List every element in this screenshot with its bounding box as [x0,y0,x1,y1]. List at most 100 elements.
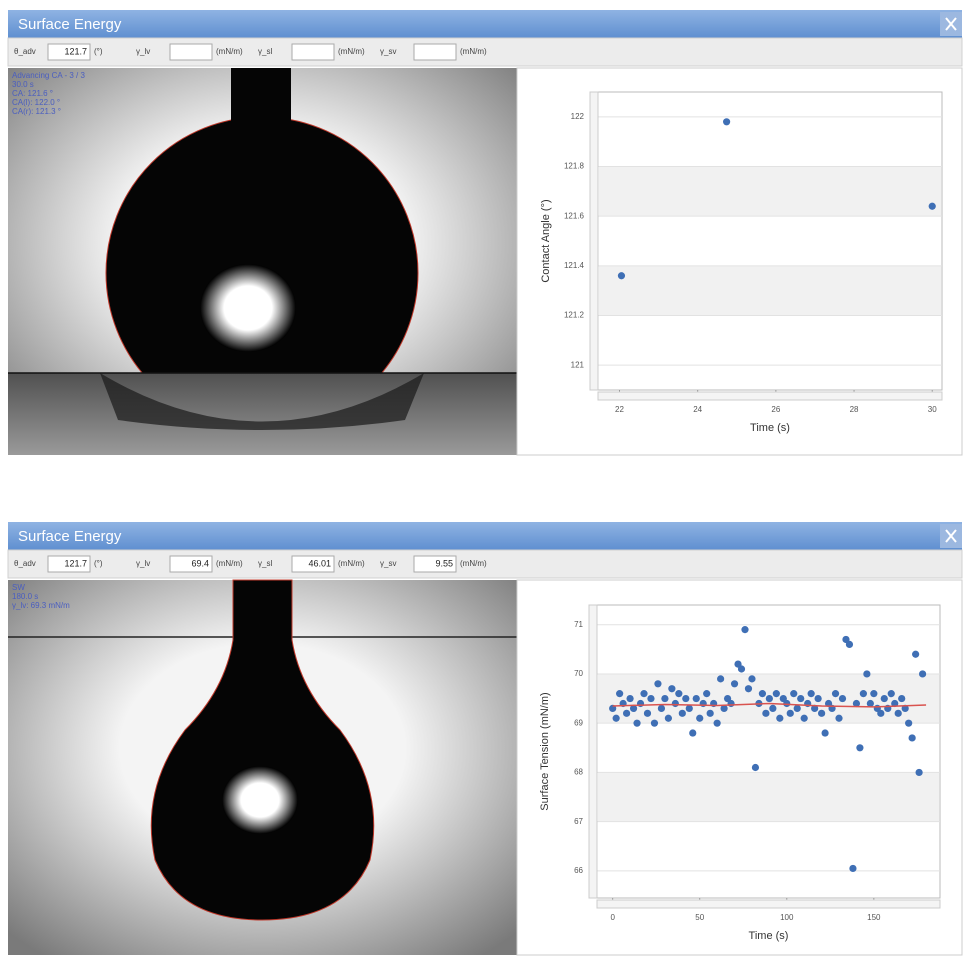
field-input[interactable] [170,44,212,60]
pendant-drop-image [8,580,517,955]
overlay-text: CA(l): 122.0 ° [12,98,60,107]
data-point [682,695,689,702]
data-point [773,690,780,697]
field-label: θ_adv [14,47,36,56]
plot-area [598,92,942,390]
data-point [700,700,707,707]
x-tick-label: 150 [867,913,881,922]
data-point [849,865,856,872]
data-point [881,695,888,702]
data-point [623,710,630,717]
field-value: 9.55 [435,558,453,568]
data-point [626,695,633,702]
field-label: γ_sv [380,47,396,56]
data-point [808,690,815,697]
data-point [888,690,895,697]
y-tick-label: 67 [574,817,583,826]
field-unit: (°) [94,559,103,568]
data-point [867,700,874,707]
y-axis-label: Surface Tension (mN/m) [539,692,551,810]
data-point [647,695,654,702]
page: {"windows": [ {"title": "Surface Energy"… [0,0,966,959]
window-title: Surface Energy [18,528,122,545]
x-axis-label: Time (s) [750,422,790,434]
field-unit: (mN/m) [338,47,365,56]
y-tick-label: 70 [574,669,583,678]
x-scrollbar[interactable] [598,392,942,400]
x-tick-label: 100 [780,913,794,922]
data-point [759,690,766,697]
overlay-text: 180.0 s [12,592,38,601]
field-unit: (mN/m) [216,559,243,568]
overlay-text: γ_lv: 69.3 mN/m [12,601,70,610]
data-point [912,651,919,658]
field-label: γ_lv [136,559,150,568]
droplet-image [8,60,517,455]
field-unit: (°) [94,47,103,56]
data-point [860,690,867,697]
data-point [633,720,640,727]
data-point [870,690,877,697]
data-point [707,710,714,717]
y-tick-label: 66 [574,866,583,875]
field-input[interactable] [292,44,334,60]
data-point [929,203,936,210]
data-point [640,690,647,697]
overlay-text: CA: 121.6 ° [12,89,53,98]
field-unit: (mN/m) [460,47,487,56]
data-point [787,710,794,717]
data-point [693,695,700,702]
data-point [714,720,721,727]
data-point [905,720,912,727]
data-point [727,700,734,707]
y-tick-label: 121.6 [564,211,585,220]
data-point [846,641,853,648]
y-scrollbar[interactable] [589,605,597,898]
data-point [815,695,822,702]
data-point [644,710,651,717]
data-point [898,695,905,702]
field-label: γ_lv [136,47,150,56]
overlay-text: 30.0 s [12,80,34,89]
y-scrollbar[interactable] [590,92,598,390]
data-point [766,695,773,702]
x-tick-label: 22 [615,405,624,414]
y-tick-label: 121.8 [564,162,585,171]
x-scrollbar[interactable] [597,900,940,908]
overlay-text: Advancing CA - 3 / 3 [12,71,85,80]
data-point [703,690,710,697]
title-bar [8,10,962,38]
data-point [769,705,776,712]
field-input[interactable] [414,44,456,60]
field-value: 46.01 [308,558,331,568]
field-unit: (mN/m) [216,47,243,56]
field-value: 121.7 [64,46,87,56]
x-axis-label: Time (s) [749,930,789,942]
field-value: 69.4 [191,558,209,568]
screenshot: Surface Energy θ_adv 121.7 (°) γ_lv (mN/m) γ_s… [0,0,966,959]
data-point [745,685,752,692]
x-tick-label: 50 [695,913,704,922]
data-point [797,695,804,702]
grid-band [599,266,941,316]
data-point [672,700,679,707]
data-point [895,710,902,717]
data-point [658,705,665,712]
y-tick-label: 68 [574,768,583,777]
data-point [762,710,769,717]
overlay-text: SW [12,583,25,592]
data-point [916,769,923,776]
y-tick-label: 69 [574,718,583,727]
data-point [613,715,620,722]
window-title: Surface Energy [18,16,122,33]
plot-area [597,605,940,898]
data-point [863,670,870,677]
data-point [790,690,797,697]
field-label: γ_sv [380,559,396,568]
data-point [696,715,703,722]
x-tick-label: 0 [610,913,615,922]
data-point [679,710,686,717]
data-point [748,675,755,682]
data-point [801,715,808,722]
data-point [776,715,783,722]
